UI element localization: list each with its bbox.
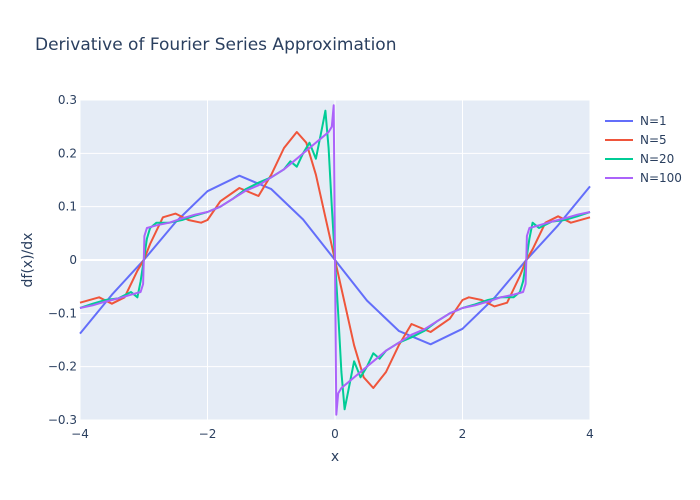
legend-item[interactable]: N=5 — [605, 133, 667, 147]
x-tick-label: 0 — [331, 427, 339, 441]
legend-label: N=100 — [640, 171, 682, 185]
x-axis-title: x — [331, 449, 339, 465]
x-tick-label: −4 — [71, 427, 89, 441]
series-line-n100 — [79, 104, 591, 416]
series-lines — [79, 104, 591, 416]
x-tick-label: 2 — [459, 427, 467, 441]
y-tick-label: 0.2 — [58, 146, 77, 160]
legend[interactable]: N=1 N=5 N=20 N=100 — [605, 114, 682, 185]
y-tick-label: −0.2 — [48, 360, 77, 374]
legend-item[interactable]: N=1 — [605, 114, 667, 128]
legend-item[interactable]: N=20 — [605, 152, 674, 166]
y-axis-title: df(x)/dx — [20, 233, 36, 288]
y-tick-label: −0.3 — [48, 413, 77, 427]
tick-labels: −4 −2 0 2 4 −0.3 −0.2 −0.1 0 0.1 0.2 0.3 — [48, 93, 594, 441]
legend-label: N=20 — [640, 152, 674, 166]
x-tick-label: −2 — [199, 427, 217, 441]
legend-item[interactable]: N=100 — [605, 171, 682, 185]
y-tick-label: −0.1 — [48, 306, 77, 320]
y-tick-label: 0.3 — [58, 93, 77, 107]
legend-label: N=5 — [640, 133, 667, 147]
y-tick-label: 0.1 — [58, 200, 77, 214]
legend-label: N=1 — [640, 114, 667, 128]
chart-title: Derivative of Fourier Series Approximati… — [35, 35, 396, 55]
y-tick-label: 0 — [69, 253, 77, 267]
x-tick-label: 4 — [586, 427, 594, 441]
